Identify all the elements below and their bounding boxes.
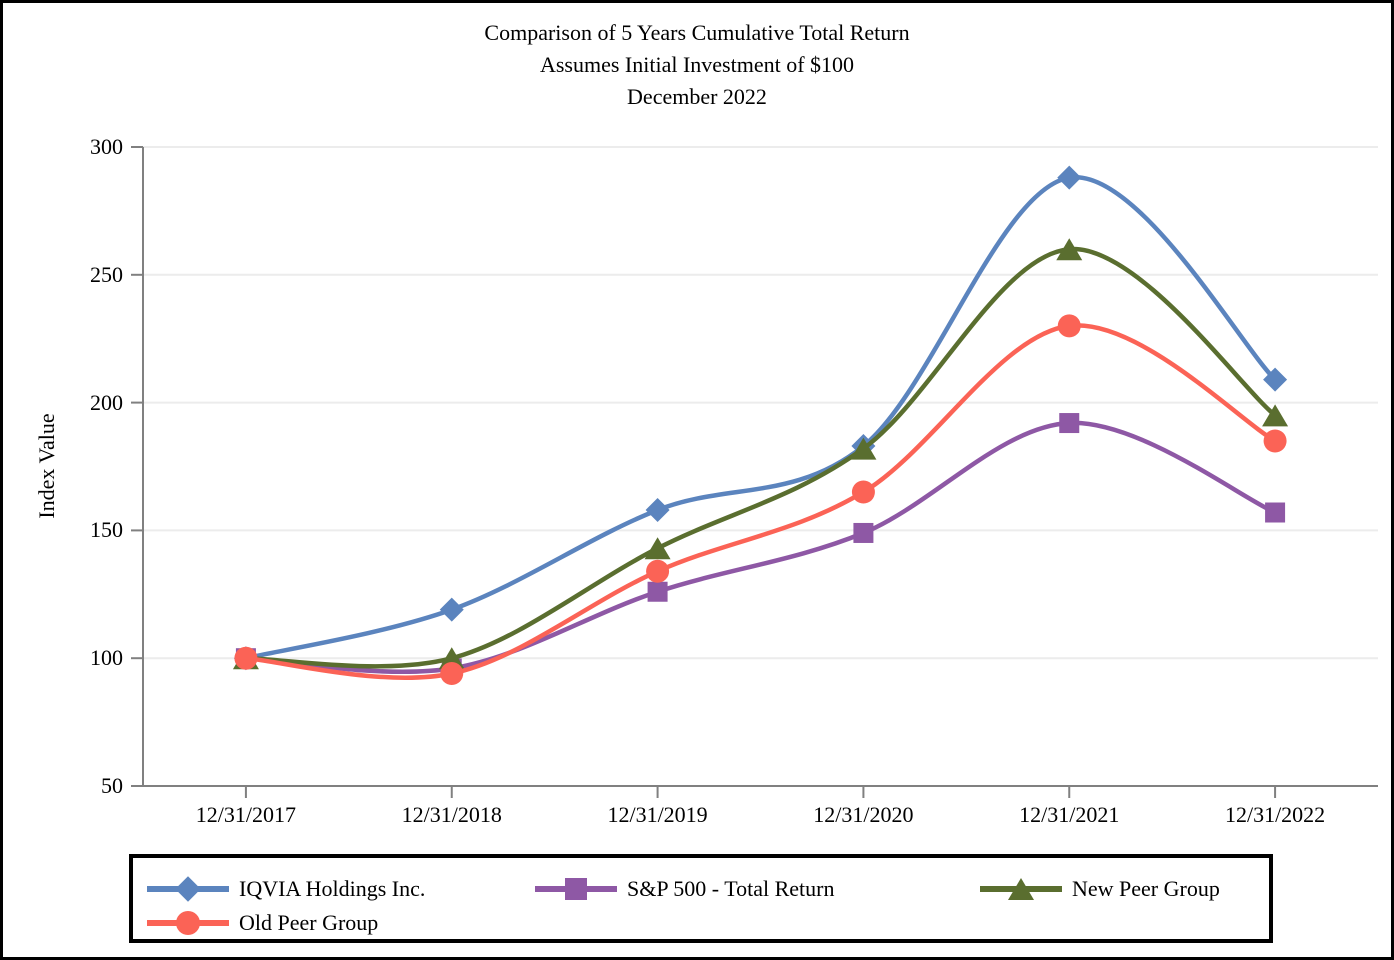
legend-label: Old Peer Group xyxy=(239,910,379,935)
marker-circle xyxy=(1057,314,1081,338)
series-line xyxy=(245,323,1277,680)
chart-date-label: December 2022 xyxy=(627,84,767,109)
y-tick-label: 250 xyxy=(90,261,123,287)
marker-square xyxy=(1265,502,1286,523)
legend-marker-triangle xyxy=(1008,878,1034,900)
y-tick-label: 300 xyxy=(90,134,123,159)
marker-triangle xyxy=(644,537,671,560)
x-tick-label: 12/31/2017 xyxy=(195,802,297,827)
marker-diamond xyxy=(645,497,670,522)
legend: IQVIA Holdings Inc. S&P 500 - Total Retur… xyxy=(129,854,1273,943)
series-s-p-500-total-return xyxy=(235,413,1286,679)
legend-marker-square xyxy=(565,878,587,900)
marker-circle xyxy=(851,480,875,504)
x-tick-label: 12/31/2022 xyxy=(1224,802,1326,827)
plot-area xyxy=(131,146,1378,798)
y-tick-label: 50 xyxy=(101,773,123,798)
series-line xyxy=(245,175,1277,661)
y-tick-label: 200 xyxy=(90,389,123,415)
marker-circle xyxy=(234,646,258,670)
y-tick-label: 150 xyxy=(90,517,123,543)
x-tick-label: 12/31/2020 xyxy=(813,802,914,827)
marker-diamond xyxy=(1263,367,1288,392)
marker-square xyxy=(853,522,874,543)
marker-circle xyxy=(440,662,464,686)
x-tick-label: 12/31/2021 xyxy=(1019,802,1120,827)
marker-triangle xyxy=(1056,238,1083,261)
marker-diamond xyxy=(439,597,464,622)
chart-title: Comparison of 5 Years Cumulative Total R… xyxy=(484,20,910,45)
marker-triangle xyxy=(1262,404,1289,427)
marker-triangle xyxy=(850,437,877,460)
chart-title-block: Comparison of 5 Years Cumulative Total R… xyxy=(3,17,1391,113)
series-iqvia-holdings-inc xyxy=(233,165,1288,671)
y-tick-label: 100 xyxy=(90,645,123,671)
series-line xyxy=(245,246,1277,669)
legend-label: New Peer Group xyxy=(1072,876,1220,901)
marker-diamond xyxy=(1057,165,1082,190)
series-new-peer-group xyxy=(232,238,1289,670)
marker-triangle xyxy=(438,647,465,670)
marker-circle xyxy=(646,559,670,583)
legend-label: S&P 500 - Total Return xyxy=(627,876,835,901)
legend-marker-circle xyxy=(176,911,200,935)
marker-square xyxy=(647,581,668,602)
chart-subtitle: Assumes Initial Investment of $100 xyxy=(539,52,855,77)
legend-marker-diamond xyxy=(175,876,201,902)
series-line xyxy=(245,420,1276,675)
marker-circle xyxy=(1263,429,1287,453)
x-tick-label: 12/31/2019 xyxy=(607,802,708,827)
series-old-peer-group xyxy=(234,314,1287,686)
marker-square xyxy=(1059,413,1080,434)
legend-label: IQVIA Holdings Inc. xyxy=(239,876,426,901)
x-tick-label: 12/31/2018 xyxy=(401,802,502,827)
